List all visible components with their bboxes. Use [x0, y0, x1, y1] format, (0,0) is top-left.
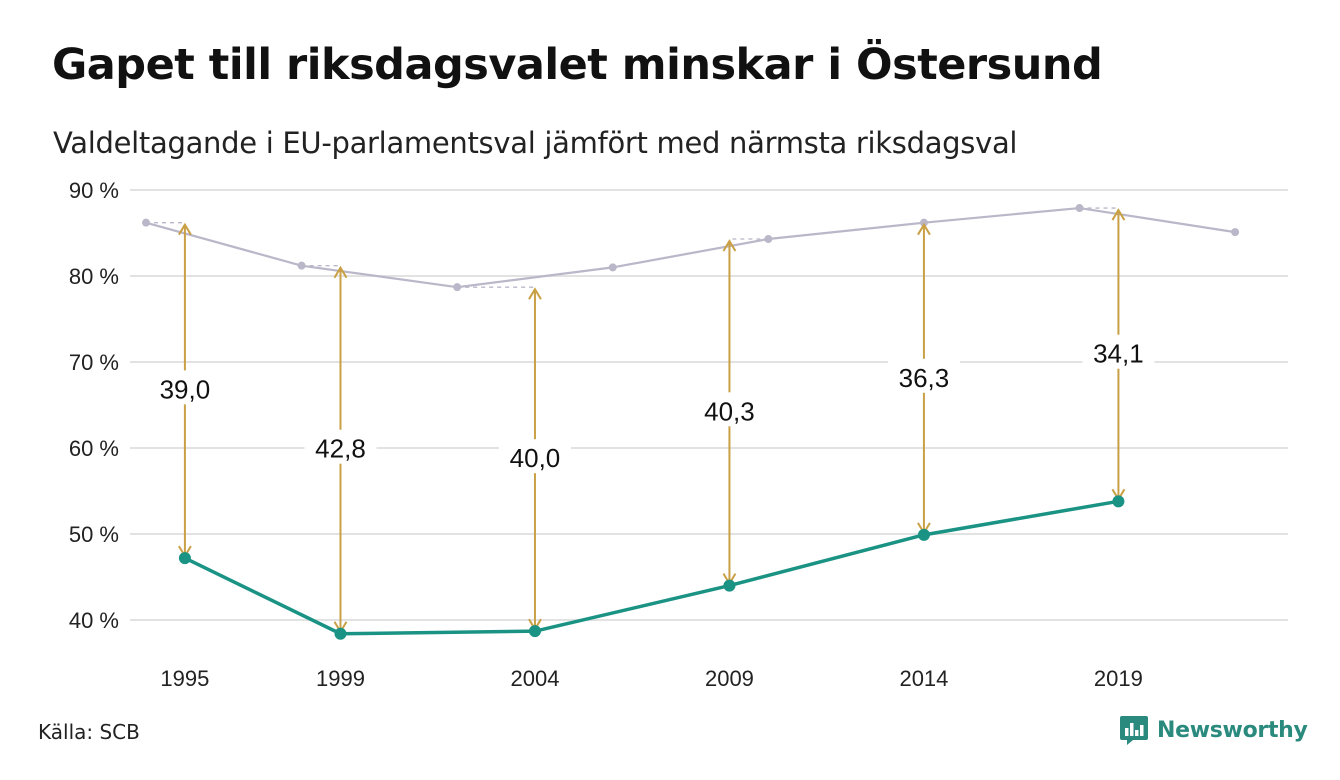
x-tick-label: 2014 [899, 666, 948, 691]
gap-label-bg [887, 358, 960, 393]
eu-line [184, 499, 1119, 636]
y-axis-ticks: 40 % 50 % 60 % 70 % 80 % 90 % [69, 178, 119, 633]
eu-point [917, 528, 930, 541]
gap-arrows [178, 208, 1126, 634]
y-tick-label: 80 % [69, 264, 119, 289]
gap-label-bg [498, 439, 571, 474]
gap-label-bg [1082, 334, 1155, 369]
source-note: Källa: SCB [38, 720, 140, 744]
gap-label: 40,0 [510, 443, 561, 473]
eu-point [334, 627, 347, 640]
gap-label: 42,8 [315, 434, 366, 464]
y-tick-label: 60 % [69, 436, 119, 461]
gap-arrow-head-up [333, 265, 348, 279]
y-tick-label: 70 % [69, 350, 119, 375]
gap-arrow-head-up [1111, 208, 1126, 221]
riksdag-series [142, 204, 1240, 292]
x-axis-ticks: 1995 1999 2004 2009 2014 2019 [160, 666, 1142, 691]
gap-label: 36,3 [899, 363, 950, 393]
chart-title: Gapet till riksdagsvalet minskar i Öster… [52, 40, 1103, 90]
newsworthy-logo-icon [1120, 716, 1148, 745]
eu-series [178, 495, 1125, 640]
x-tick-label: 2009 [705, 666, 754, 691]
brand-logo: Newsworthy [1119, 714, 1308, 746]
x-tick-label: 2004 [510, 666, 559, 691]
gap-labels: 39,0 42,8 40,0 40,3 36,3 34,1 [148, 334, 1155, 474]
x-tick-label: 1999 [316, 666, 365, 691]
riksdag-point [608, 263, 617, 272]
gap-arrow-head-up [178, 222, 192, 236]
riksdag-point [1231, 228, 1240, 237]
gap-label: 34,1 [1093, 339, 1144, 369]
gap-arrow-head-up [722, 239, 737, 252]
gap-label-bg [148, 370, 221, 405]
gap-arrow-head-up [528, 287, 542, 300]
gap-label-bg [693, 392, 766, 427]
x-tick-label: 1995 [160, 666, 209, 691]
eu-point [528, 625, 541, 638]
eu-point [723, 579, 736, 592]
y-tick-label: 90 % [69, 178, 119, 203]
gap-label: 40,3 [704, 396, 755, 426]
y-tick-label: 50 % [69, 522, 119, 547]
x-tick-label: 2019 [1094, 666, 1143, 691]
gap-label-bg [304, 429, 377, 464]
eu-point [178, 552, 191, 565]
chart-subtitle: Valdeltagande i EU-parlamentsval jämfört… [53, 126, 1018, 160]
y-tick-label: 40 % [69, 608, 119, 633]
riksdag-point [919, 218, 928, 227]
gap-arrow-head-up [917, 222, 931, 236]
gap-label: 39,0 [160, 374, 211, 404]
brand-name: Newsworthy [1157, 717, 1308, 743]
eu-point [1112, 495, 1125, 508]
riksdag-line [145, 206, 1236, 289]
